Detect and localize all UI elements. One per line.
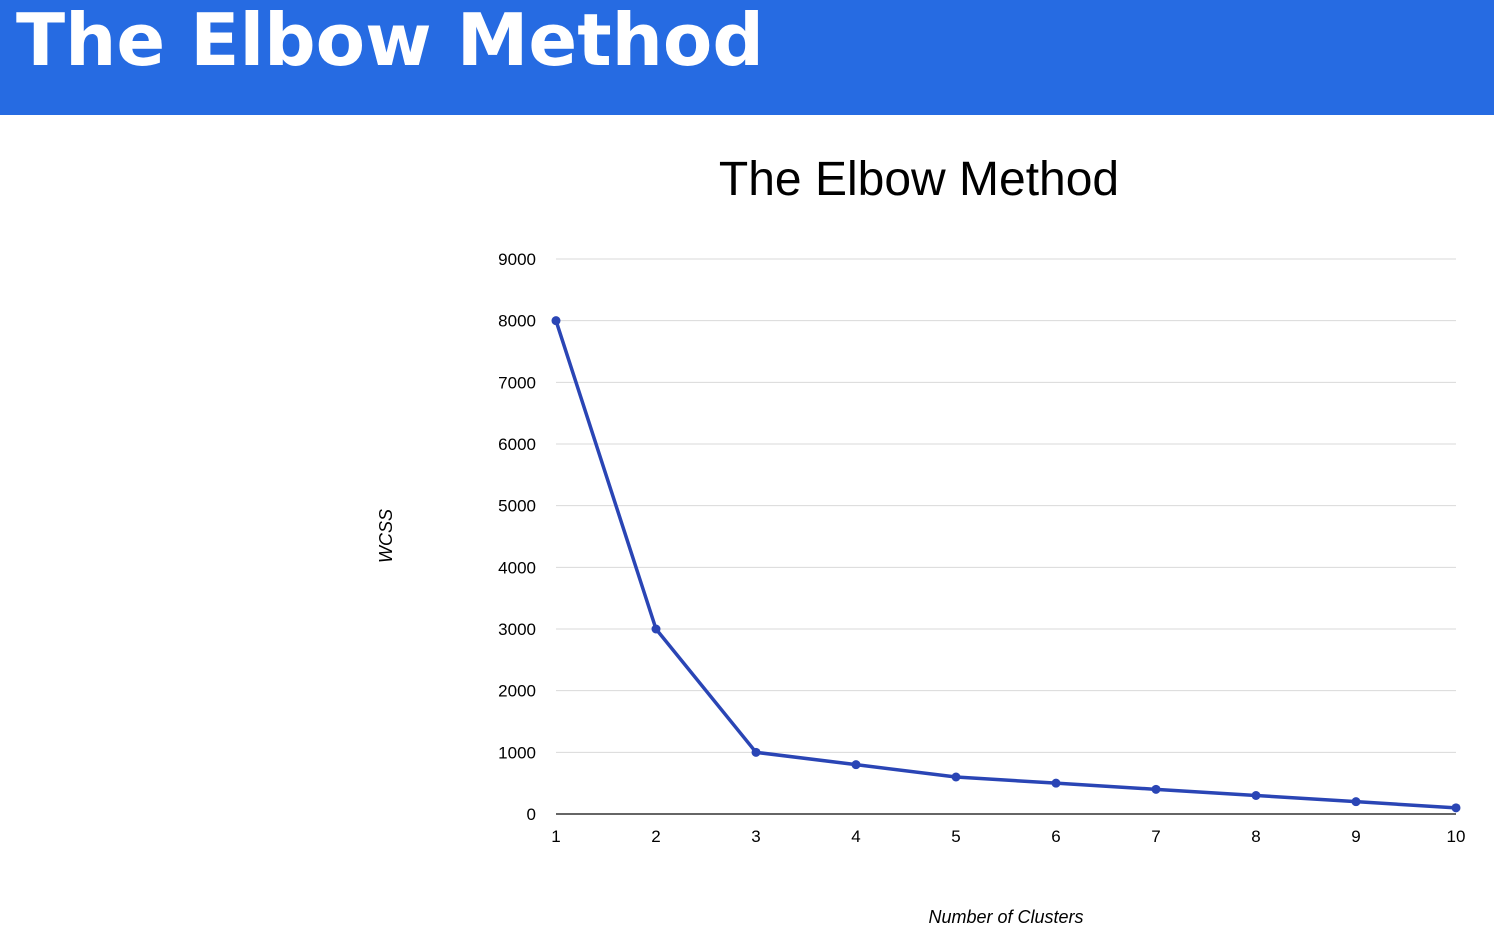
data-point: [1451, 803, 1461, 813]
data-point: [651, 624, 661, 634]
y-tick-label: 0: [527, 805, 536, 824]
y-tick-label: 4000: [498, 558, 536, 577]
y-tick-label: 5000: [498, 497, 536, 516]
series-line: [554, 318, 1458, 810]
series-group: [551, 316, 1461, 813]
x-tick-label: 3: [751, 827, 760, 846]
y-axis-label: WCSS: [376, 509, 396, 563]
data-point: [851, 760, 861, 770]
x-tick-label: 10: [1447, 827, 1466, 846]
y-tick-label: 3000: [498, 620, 536, 639]
page-title: The Elbow Method: [16, 0, 764, 82]
x-tick-label: 1: [551, 827, 560, 846]
data-point: [951, 772, 961, 782]
y-tick-label: 2000: [498, 682, 536, 701]
y-tick-label: 9000: [498, 250, 536, 269]
x-tick-label: 4: [851, 827, 860, 846]
y-tick-label: 1000: [498, 743, 536, 762]
data-point: [1351, 797, 1361, 807]
data-point: [1251, 791, 1261, 800]
x-tick-label: 6: [1051, 827, 1060, 846]
x-axis-label: Number of Clusters: [928, 907, 1083, 927]
y-tick-label: 6000: [498, 435, 536, 454]
elbow-chart: The Elbow Method 0 1000 2000 3000 4000 5000 60…: [0, 115, 1494, 938]
chart-svg: The Elbow Method 01000200030004000500060…: [376, 153, 1465, 927]
data-point: [1051, 778, 1061, 788]
chart-title: The Elbow Method: [719, 153, 1119, 206]
x-tick-label: 2: [651, 827, 660, 846]
data-point: [1151, 784, 1161, 794]
x-tick-label: 9: [1351, 827, 1360, 846]
title-banner: The Elbow Method: [0, 0, 1494, 115]
x-tick-label: 7: [1151, 827, 1160, 846]
y-tick-label: 8000: [498, 312, 536, 331]
data-point: [751, 747, 761, 757]
x-tick-label: 5: [951, 827, 960, 846]
x-tick-labels: 1 2 3 4 5 6 7 8 9 10: [551, 827, 1465, 846]
data-point: [551, 316, 561, 326]
y-tick-labels: 0 1000 2000 3000 4000 5000 6000 7000 8000 9000: [498, 250, 536, 824]
x-tick-label: 8: [1251, 827, 1260, 846]
grid-lines: [556, 258, 1456, 815]
y-tick-label: 7000: [498, 373, 536, 392]
